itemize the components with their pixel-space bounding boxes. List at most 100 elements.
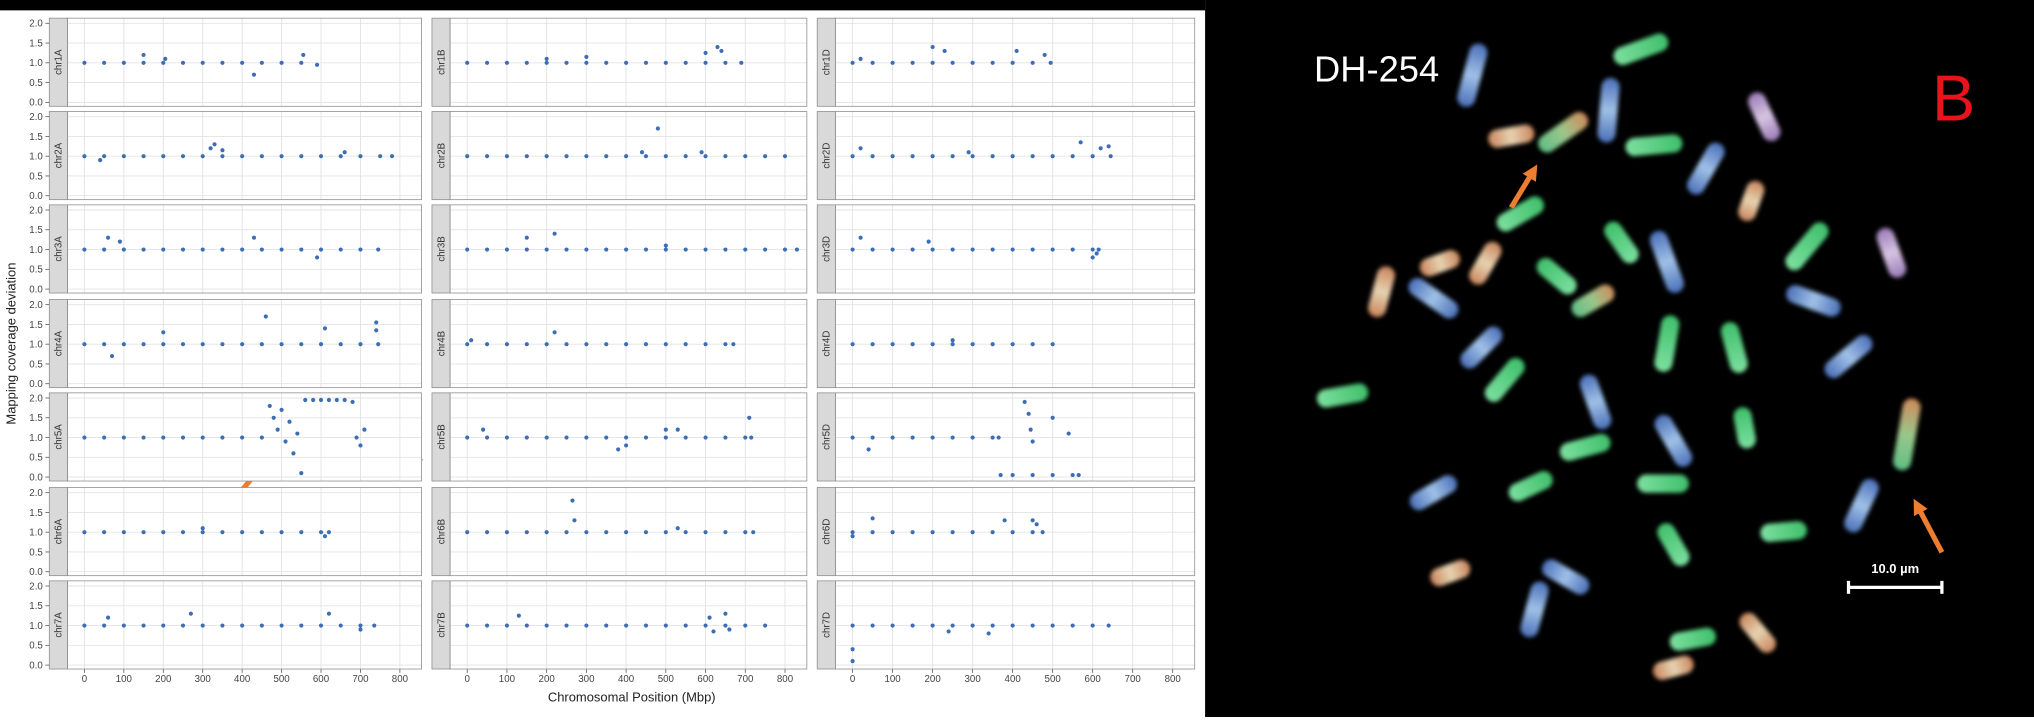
data-point — [743, 623, 748, 628]
data-point — [1030, 473, 1035, 478]
data-point — [663, 530, 668, 535]
data-point — [524, 623, 529, 628]
data-point — [782, 247, 788, 252]
facet: chr6A 0.0 0.5 1.0 1.5 2.0 — [29, 487, 422, 578]
data-point — [743, 530, 748, 535]
y-tick-label: 2.0 — [29, 19, 43, 30]
x-tick-label: 0 — [82, 674, 88, 685]
data-point — [465, 435, 470, 440]
data-point — [279, 60, 284, 65]
data-point — [910, 435, 915, 440]
data-point — [279, 154, 284, 159]
data-point — [82, 342, 87, 347]
facet-panel — [450, 392, 807, 482]
x-tick-label: 400 — [1005, 674, 1022, 685]
facet-label: chr2A — [54, 142, 65, 168]
y-tick-label: 1.0 — [29, 152, 43, 163]
scale-bar-label: 10.0 µm — [1871, 561, 1919, 576]
data-point — [504, 247, 510, 252]
data-point — [910, 154, 915, 159]
data-point — [259, 60, 264, 65]
x-tick-label: 600 — [1085, 674, 1102, 685]
data-point — [326, 397, 331, 403]
data-point — [749, 435, 754, 440]
y-tick-label: 1.5 — [29, 225, 43, 236]
data-point — [910, 60, 915, 65]
data-point — [942, 48, 947, 54]
data-point — [946, 629, 951, 634]
data-point — [1070, 247, 1075, 252]
facet-panel — [67, 18, 422, 107]
facet-label: chr1A — [54, 49, 65, 75]
data-point — [524, 235, 529, 240]
facet-panel — [835, 392, 1195, 482]
facet-border — [835, 392, 1196, 482]
x-tick-label: 700 — [352, 674, 369, 685]
data-point — [240, 247, 245, 252]
data-point — [279, 623, 284, 628]
data-point — [484, 342, 490, 347]
facet: chr4D — [816, 299, 1196, 389]
data-point — [970, 435, 975, 440]
data-point — [584, 342, 589, 347]
y-tick-label: 2.0 — [29, 581, 43, 592]
data-point — [544, 60, 549, 65]
data-point — [374, 320, 379, 325]
data-point — [564, 530, 569, 535]
data-point — [524, 530, 529, 535]
x-tick-label: 800 — [777, 674, 794, 685]
data-point — [465, 154, 470, 159]
data-point — [318, 623, 324, 628]
data-point — [98, 158, 103, 163]
data-point — [970, 60, 975, 65]
facet-panel — [835, 299, 1195, 388]
data-point — [604, 530, 609, 535]
data-point — [604, 60, 609, 65]
data-point — [465, 342, 470, 347]
x-axis-title: Chromosomal Position (Mbp) — [548, 689, 716, 704]
data-point — [161, 530, 166, 535]
data-point — [358, 247, 363, 252]
data-point — [121, 154, 126, 159]
facet-panel — [835, 204, 1195, 294]
data-point — [683, 247, 688, 252]
data-point — [141, 623, 146, 628]
y-tick-label: 0.5 — [29, 359, 43, 370]
facet: chr6B — [431, 487, 808, 577]
data-point — [212, 142, 217, 147]
data-point — [570, 498, 575, 503]
data-point — [858, 235, 863, 240]
x-tick-label: 200 — [155, 674, 172, 685]
data-point — [326, 611, 331, 616]
data-point — [141, 52, 146, 57]
data-point — [121, 60, 126, 65]
data-point — [342, 150, 347, 155]
data-point — [604, 247, 609, 252]
data-point — [259, 530, 264, 535]
data-point — [544, 435, 549, 440]
data-point — [82, 435, 87, 440]
data-point — [998, 473, 1003, 478]
data-point — [504, 623, 510, 628]
facet-label: chr4A — [54, 330, 65, 356]
data-point — [1050, 473, 1055, 478]
data-point — [703, 154, 708, 159]
facet-label: chr7B — [436, 612, 447, 637]
data-point — [1076, 473, 1081, 478]
data-point — [163, 56, 168, 61]
data-point — [544, 247, 549, 252]
data-point — [82, 623, 87, 628]
data-point — [1030, 623, 1035, 628]
data-point — [1002, 518, 1007, 523]
arrow — [1509, 164, 1538, 209]
y-tick-label: 1.0 — [29, 433, 43, 444]
data-point — [109, 353, 115, 359]
data-point — [643, 154, 649, 159]
data-point — [584, 435, 589, 440]
facet: chr1A 0.0 0.5 1.0 1.5 2.0 — [29, 17, 422, 109]
micrograph — [1205, 0, 2034, 717]
data-point — [1010, 473, 1015, 478]
facet-label: chr1B — [436, 50, 447, 75]
facet: chr5B — [431, 392, 808, 482]
arrow — [1913, 498, 1945, 554]
